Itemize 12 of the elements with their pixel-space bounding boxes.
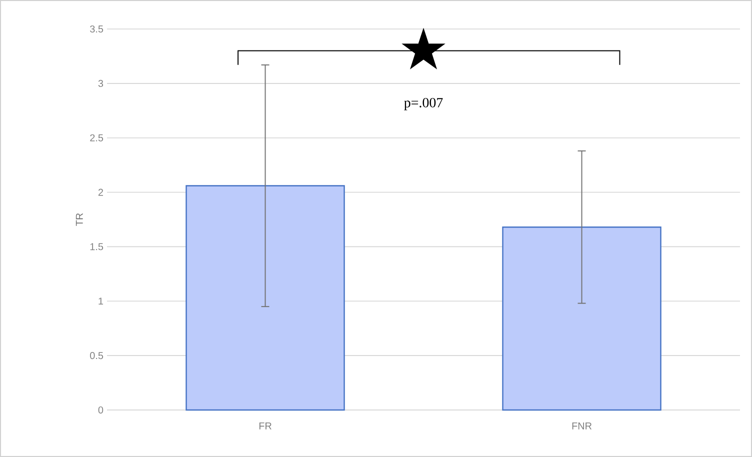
y-tick-label: 2 [98,188,103,196]
y-tick-label: 1 [98,298,104,305]
y-tick-label: 3 [98,80,104,87]
y-tick-label: 0.5 [90,352,104,360]
y-axis-title: TR [76,213,83,226]
annotation: p=.007 [404,98,443,110]
x-tick-label: FR [259,422,272,430]
y-tick-label: 0 [98,406,104,414]
y-tick-label: 3.5 [90,25,104,33]
x-tick-label: FNR [572,422,592,430]
y-tick-label: 1.5 [90,243,104,250]
y-tick-label: 2.5 [90,134,104,142]
